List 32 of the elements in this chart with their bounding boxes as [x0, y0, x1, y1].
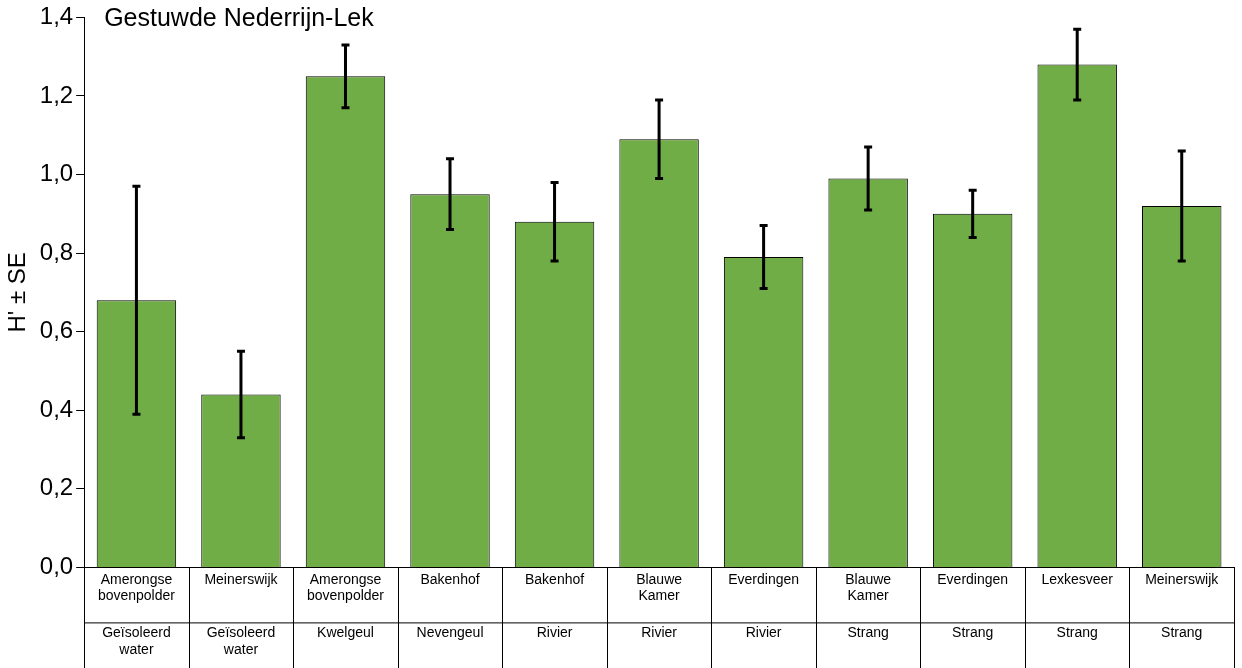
x-tick-label: Bakenhof	[524, 570, 585, 587]
x-tick-label: Everdingen	[728, 570, 800, 587]
text: Geïsoleerd water	[206, 624, 276, 658]
text: Rivier	[641, 624, 678, 641]
y-tick-label: 1,2	[39, 80, 74, 108]
y-tick-label: 0,0	[39, 552, 74, 580]
y-tick-label: 0,4	[39, 394, 74, 422]
y-axis-title: H' ± SE	[3, 252, 31, 333]
text: Strang	[1161, 624, 1203, 641]
text: Strang	[952, 624, 994, 641]
y-tick-label: 0,6	[39, 316, 74, 344]
x-tick-label: Blauwe Kamer	[845, 570, 892, 604]
x-tick-label: Meinerswijk	[204, 570, 279, 587]
text: Rivier	[745, 624, 782, 641]
text: Geïsoleerd water	[102, 624, 171, 658]
text: Nevengeul	[416, 624, 484, 641]
x-tick-label: Lexkesveer	[1041, 570, 1114, 587]
x-tick-label: Everdingen	[937, 570, 1009, 587]
y-tick-label: 1,0	[39, 159, 74, 187]
chart-title: Gestuwde Nederrijn-Lek	[104, 3, 375, 32]
y-tick-label: 0,2	[39, 473, 74, 501]
text: Kwelgeul	[317, 624, 374, 641]
text: Strang	[1056, 624, 1098, 641]
y-tick-label: 0,8	[39, 237, 74, 265]
x-tick-label: Amerongse bovenpolder	[97, 570, 176, 604]
y-tick-label: 1,4	[39, 2, 74, 30]
x-tick-label: Meinerswijk	[1145, 570, 1220, 587]
x-tick-label: Amerongse bovenpolder	[306, 570, 385, 604]
x-tick-label: Blauwe Kamer	[636, 570, 683, 604]
text: Strang	[847, 624, 889, 641]
x-tick-label: Bakenhof	[420, 570, 480, 587]
text: Rivier	[536, 624, 573, 641]
